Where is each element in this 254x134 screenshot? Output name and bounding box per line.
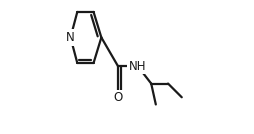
Text: O: O xyxy=(114,92,123,105)
Text: NH: NH xyxy=(129,60,147,73)
Text: N: N xyxy=(66,31,75,44)
